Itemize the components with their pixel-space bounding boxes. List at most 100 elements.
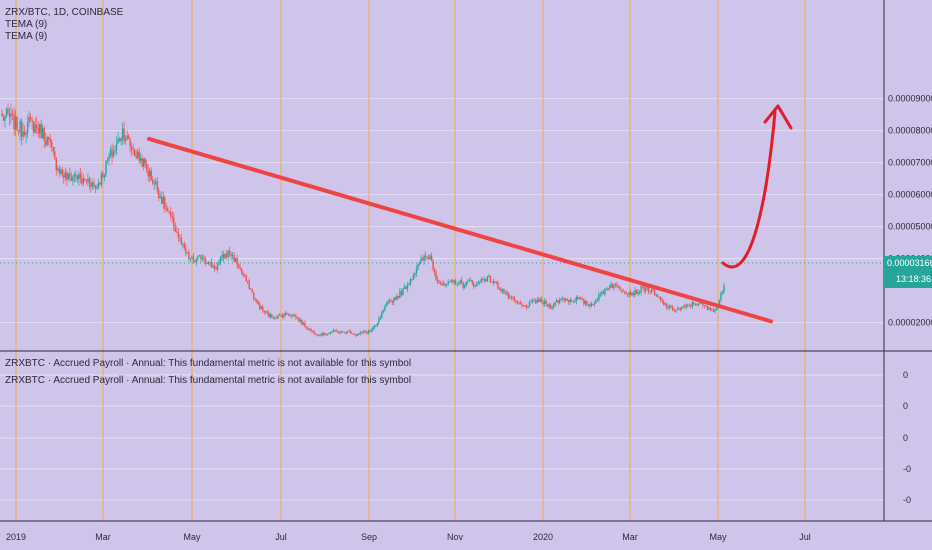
candle-body [373, 325, 376, 328]
candle-body [599, 293, 602, 295]
candle-body [681, 307, 683, 310]
candle-body [441, 284, 443, 286]
candle-body [461, 280, 463, 284]
candle-body [667, 307, 669, 309]
candle-body [295, 315, 297, 318]
candle-body [168, 211, 171, 213]
candle-body [601, 292, 603, 294]
candle-body [375, 325, 377, 327]
candle-body [286, 313, 288, 315]
candle-body [697, 304, 700, 305]
candle-body [216, 264, 219, 270]
candle-body [430, 255, 433, 261]
candle-body [123, 128, 125, 142]
candle-body [328, 332, 330, 334]
fundamental-notice-1: ZRXBTC · Accrued Payroll · Annual: This … [5, 358, 412, 369]
candle-body [289, 315, 291, 316]
candle-body [41, 128, 44, 138]
candle-body [352, 333, 354, 335]
candle-body [87, 178, 89, 182]
candle-body [319, 334, 321, 336]
candle-body [399, 291, 401, 298]
candle-body [26, 122, 29, 134]
candle-body [509, 297, 511, 298]
candle-body [640, 286, 642, 293]
candle-body [617, 285, 620, 288]
candle-body [338, 332, 341, 334]
candle-body [290, 315, 293, 317]
projection-arrow-head[interactable] [763, 104, 793, 130]
candle-body [120, 138, 122, 142]
candle-body [331, 331, 333, 333]
candle-body [63, 175, 65, 178]
candle-body [129, 138, 131, 147]
candle-body [280, 314, 282, 316]
candle-body [473, 283, 475, 287]
candle-body [581, 298, 584, 300]
candle-body [292, 314, 294, 317]
candle-body [198, 255, 201, 257]
candle-body [228, 250, 231, 254]
candle-body [394, 297, 397, 300]
y-tick-label: 0.00009000 [888, 94, 932, 104]
candle-body [360, 332, 362, 334]
x-tick-label: Mar [622, 532, 638, 542]
candle-body [635, 289, 638, 294]
candle-body [302, 322, 305, 325]
candle-body [378, 318, 380, 323]
y-tick-label: 0.00002000 [888, 318, 932, 328]
candle-body [672, 306, 674, 310]
candle-body [256, 299, 258, 302]
candle-body [284, 313, 287, 316]
candle-body [316, 334, 318, 336]
candle-body [456, 283, 458, 285]
indicator-legend-2[interactable]: TEMA (9) [5, 31, 48, 42]
candle-body [638, 292, 641, 293]
candle-body [310, 328, 312, 331]
candle-body [412, 274, 415, 280]
candle-body [69, 173, 71, 178]
candle-body [708, 307, 710, 310]
candle-body [453, 280, 455, 283]
candle-body [501, 289, 504, 292]
candle-body [149, 170, 151, 177]
lower-axis-label: 0 [903, 401, 908, 411]
candle-body [693, 302, 695, 305]
candle-body [7, 108, 9, 114]
candle-body [265, 311, 267, 313]
projection-arrow[interactable] [721, 110, 777, 269]
candle-body [705, 305, 707, 307]
candle-body [614, 284, 617, 286]
candle-body [231, 255, 234, 257]
candle-body [611, 284, 614, 289]
lower-axis-label: 0 [903, 433, 908, 443]
indicator-legend-1[interactable]: TEMA (9) [5, 19, 48, 30]
candle-body [485, 279, 487, 282]
candle-body [587, 304, 590, 306]
candle-body [11, 113, 14, 115]
trendline[interactable] [147, 136, 773, 324]
candle-body [391, 300, 394, 303]
candle-body [470, 280, 472, 282]
candle-body [598, 294, 600, 301]
candle-body [694, 304, 697, 305]
candle-body [173, 217, 175, 228]
candle-body [76, 176, 79, 180]
candle-body [340, 331, 342, 333]
candle-body [539, 298, 541, 303]
candle-body [201, 257, 204, 260]
candle-body [209, 261, 211, 263]
candle-body [171, 216, 174, 218]
candle-body [358, 333, 360, 335]
candle-body [58, 168, 60, 174]
candle-body [296, 317, 299, 319]
candle-body [593, 303, 596, 305]
candle-body [146, 163, 148, 170]
candle-body [34, 124, 36, 133]
candle-body [135, 156, 137, 158]
candle-body [317, 335, 320, 336]
candle-body [8, 113, 11, 117]
candle-body [10, 113, 12, 117]
candle-body [610, 284, 612, 288]
